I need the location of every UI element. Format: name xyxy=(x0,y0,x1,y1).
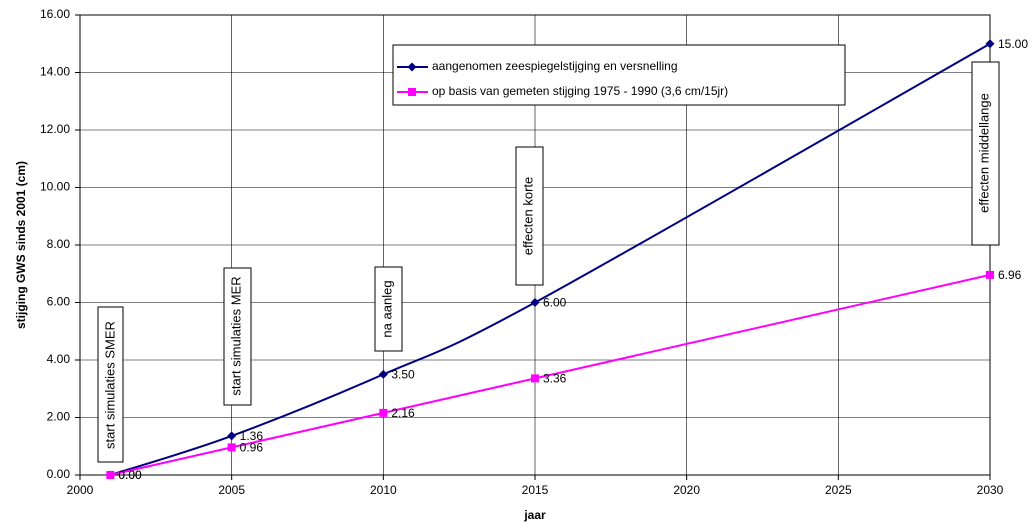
y-tick-label: 0.00 xyxy=(47,467,71,481)
data-label: 3.50 xyxy=(391,368,415,382)
marker xyxy=(985,39,995,49)
data-label: 0.00 xyxy=(118,468,142,482)
x-tick-label: 2005 xyxy=(218,483,245,497)
data-label: 3.36 xyxy=(543,372,567,386)
annotation-box xyxy=(223,267,252,406)
marker xyxy=(531,374,539,383)
data-label: 15.00 xyxy=(998,37,1028,51)
annotation-box xyxy=(374,266,403,352)
marker xyxy=(408,88,416,96)
y-tick-label: 14.00 xyxy=(40,65,70,79)
marker xyxy=(530,298,540,307)
marker xyxy=(378,369,388,379)
y-tick-label: 10.00 xyxy=(40,180,70,194)
legend-label: op basis van gemeten stijging 1975 - 199… xyxy=(432,84,728,98)
y-tick-label: 6.00 xyxy=(47,295,71,309)
marker xyxy=(407,62,417,72)
legend-label: aangenomen zeespiegelstijging en versnel… xyxy=(432,59,678,73)
x-tick-label: 2020 xyxy=(673,483,700,497)
data-label: 2.16 xyxy=(391,406,415,420)
annotation-box xyxy=(515,146,544,286)
marker xyxy=(986,270,994,279)
legend xyxy=(392,44,846,106)
marker xyxy=(379,408,388,417)
x-tick-label: 2000 xyxy=(67,483,94,497)
annotation-box xyxy=(97,306,124,463)
marker xyxy=(227,431,237,441)
y-tick-label: 8.00 xyxy=(47,237,71,251)
annotations: start simulaties SMER start simulaties M… xyxy=(97,61,1000,463)
annotation: start simulaties MER xyxy=(228,276,243,395)
data-label: 6.00 xyxy=(543,296,567,310)
marker xyxy=(106,471,115,479)
annotation: effecten middellange xyxy=(976,93,991,213)
data-label: 1.36 xyxy=(240,429,264,443)
y-tick-label: 12.00 xyxy=(40,122,70,136)
y-tick-label: 16.00 xyxy=(40,7,70,21)
data-label: 0.96 xyxy=(240,441,264,455)
annotation: start simulaties SMER xyxy=(102,321,117,449)
annotation-box xyxy=(971,61,1000,246)
data-label: 6.96 xyxy=(998,268,1022,282)
series-line xyxy=(110,42,991,476)
y-tick-label: 4.00 xyxy=(47,352,71,366)
x-tick-label: 2030 xyxy=(977,483,1004,497)
y-axis-label: stijging GWS sinds 2001 (cm) xyxy=(14,161,28,329)
x-axis-label: jaar xyxy=(523,508,546,522)
annotation: effecten korte xyxy=(520,177,535,256)
y-tick-label: 2.00 xyxy=(47,410,71,424)
x-tick-label: 2010 xyxy=(370,483,397,497)
x-tick-label: 2015 xyxy=(522,483,549,497)
x-tick-label: 2025 xyxy=(825,483,852,497)
annotation: na aanleg xyxy=(379,280,394,337)
marker xyxy=(227,443,236,452)
